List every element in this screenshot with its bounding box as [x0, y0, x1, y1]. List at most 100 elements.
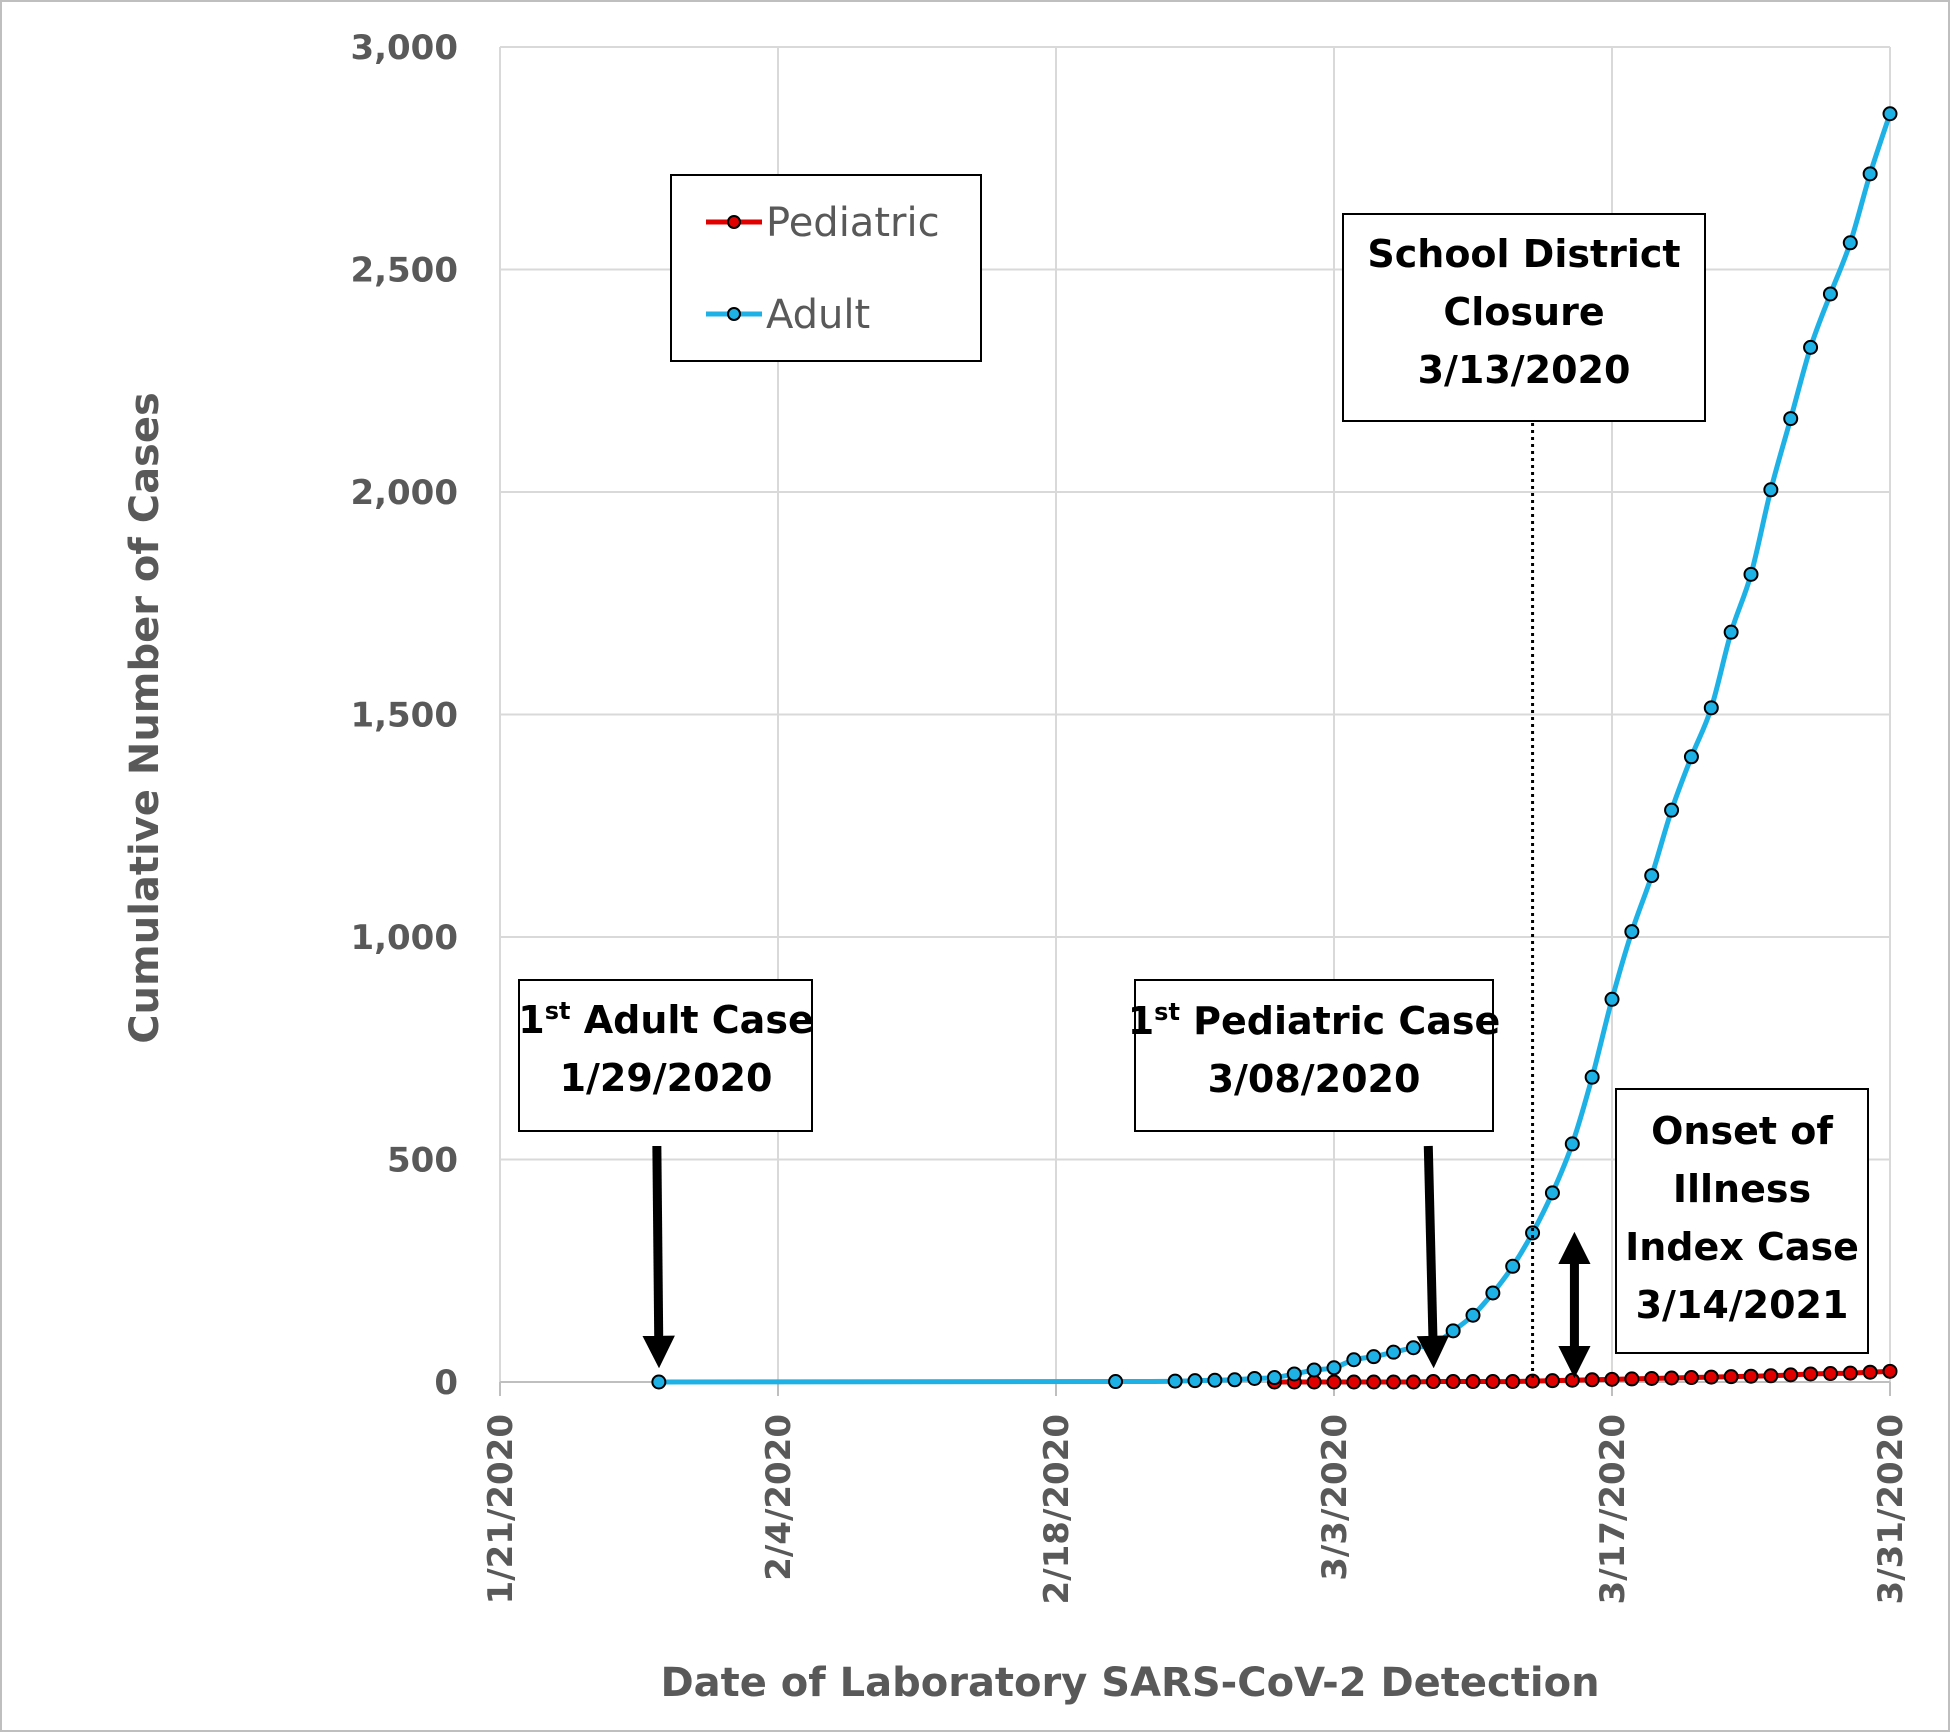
data-point-adult	[1544, 1185, 1560, 1201]
legend: Pediatric Adult	[670, 174, 982, 362]
data-point-pediatric	[1783, 1367, 1799, 1383]
data-point-adult	[1247, 1370, 1263, 1386]
y-tick-label: 1,500	[350, 696, 458, 736]
data-point-adult	[1405, 1340, 1421, 1356]
data-point-adult	[1465, 1307, 1481, 1323]
data-point-pediatric	[1465, 1374, 1481, 1390]
annotation-date: 3/08/2020	[1208, 1057, 1421, 1101]
data-point-pediatric	[1505, 1374, 1521, 1390]
data-point-adult	[1286, 1366, 1302, 1382]
x-axis-title: Date of Laboratory SARS-CoV-2 Detection	[660, 1660, 1599, 1706]
data-point-adult	[1743, 566, 1759, 582]
arrow-down-icon	[1416, 1145, 1450, 1369]
annotation-ordinal: 1	[1128, 999, 1154, 1043]
annotation-box	[1342, 213, 1706, 422]
data-point-adult	[1266, 1370, 1282, 1386]
series-pediatric	[1266, 1363, 1898, 1390]
data-point-pediatric	[1564, 1372, 1580, 1388]
annotation-ordinal-suffix: st	[545, 997, 571, 1025]
data-point-pediatric	[1544, 1373, 1560, 1389]
annotation-ordinal: 1	[518, 998, 544, 1042]
data-point-adult	[1564, 1136, 1580, 1152]
data-point-adult	[1346, 1352, 1362, 1368]
annotation-first-adult-case: 1st Adult Case 1/29/2020	[518, 979, 814, 1369]
annotation-line: Illness	[1673, 1167, 1811, 1211]
data-point-pediatric	[1723, 1369, 1739, 1385]
data-point-adult	[651, 1374, 667, 1390]
data-point-pediatric	[1445, 1374, 1461, 1390]
data-point-pediatric	[1346, 1374, 1362, 1390]
data-point-adult	[1584, 1069, 1600, 1085]
data-point-adult	[1306, 1362, 1322, 1378]
y-tick-label: 0	[434, 1363, 458, 1403]
data-point-pediatric	[1366, 1374, 1382, 1390]
data-point-adult	[1167, 1373, 1183, 1389]
data-point-adult	[1882, 106, 1898, 122]
annotation-first-pediatric-case: 1st Pediatric Case 3/08/2020	[1128, 979, 1501, 1369]
annotation-onset-index-case: Onset of Illness Index Case 3/14/2021	[1558, 1088, 1869, 1379]
data-point-pediatric	[1862, 1364, 1878, 1380]
annotation-title: 1st Pediatric Case	[1128, 998, 1501, 1043]
data-point-adult	[1763, 482, 1779, 498]
data-point-pediatric	[1386, 1374, 1402, 1390]
data-point-pediatric	[1743, 1368, 1759, 1384]
data-point-adult	[1862, 166, 1878, 182]
data-point-pediatric	[1882, 1363, 1898, 1379]
x-tick-label: 2/18/2020	[1037, 1414, 1077, 1604]
x-tick-label: 3/31/2020	[1871, 1414, 1911, 1604]
data-point-pediatric	[1644, 1370, 1660, 1386]
data-point-adult	[1664, 802, 1680, 818]
y-tick-label: 2,500	[350, 251, 458, 291]
series-layer	[651, 106, 1898, 1390]
y-axis-ticks: 0 500 1,000 1,500 2,000 2,500 3,000	[350, 28, 458, 1403]
annotation-line: School District	[1367, 232, 1680, 276]
data-point-pediatric	[1703, 1369, 1719, 1385]
x-tick-label: 3/3/2020	[1315, 1414, 1355, 1581]
annotation-date: 1/29/2020	[560, 1056, 773, 1100]
data-point-adult	[1723, 624, 1739, 640]
data-point-pediatric	[1485, 1374, 1501, 1390]
legend-marker-adult	[727, 307, 741, 321]
legend-marker-pediatric	[727, 215, 741, 229]
data-point-pediatric	[1664, 1370, 1680, 1386]
y-tick-label: 500	[387, 1141, 458, 1181]
annotation-title-text: Pediatric Case	[1180, 999, 1500, 1043]
data-point-pediatric	[1624, 1371, 1640, 1387]
y-axis-title: Cumulative Number of Cases	[122, 392, 168, 1044]
data-point-adult	[1386, 1344, 1402, 1360]
data-point-adult	[1803, 339, 1819, 355]
arrow-down-icon	[642, 1145, 675, 1369]
y-tick-label: 1,000	[350, 918, 458, 958]
data-point-adult	[1505, 1258, 1521, 1274]
data-point-pediatric	[1405, 1374, 1421, 1390]
x-tick-label: 3/17/2020	[1593, 1414, 1633, 1604]
data-point-adult	[1485, 1285, 1501, 1301]
data-point-adult	[1108, 1374, 1124, 1390]
data-point-pediatric	[1683, 1370, 1699, 1386]
data-point-pediatric	[1604, 1371, 1620, 1387]
data-point-adult	[1326, 1360, 1342, 1376]
data-point-adult	[1366, 1349, 1382, 1365]
x-axis-ticks: 1/21/2020 2/4/2020 2/18/2020 3/3/2020 3/17/2…	[481, 1382, 1911, 1604]
data-point-pediatric	[1525, 1373, 1541, 1389]
data-point-adult	[1683, 749, 1699, 765]
annotation-line: Onset of	[1651, 1109, 1833, 1153]
annotation-box	[1134, 979, 1494, 1132]
data-point-pediatric	[1803, 1366, 1819, 1382]
y-tick-label: 2,000	[350, 473, 458, 513]
data-point-adult	[1644, 868, 1660, 884]
annotation-line: 3/13/2020	[1418, 348, 1631, 392]
data-point-adult	[1525, 1225, 1541, 1241]
legend-label-adult: Adult	[766, 292, 870, 338]
annotation-box	[1615, 1088, 1869, 1354]
x-tick-label: 1/21/2020	[481, 1414, 521, 1604]
annotation-title: 1st Adult Case	[518, 997, 813, 1042]
data-point-adult	[1822, 286, 1838, 302]
data-point-adult	[1604, 991, 1620, 1007]
annotation-title-text: Adult Case	[570, 998, 813, 1042]
data-point-adult	[1703, 700, 1719, 716]
data-point-pediatric	[1842, 1365, 1858, 1381]
data-point-pediatric	[1763, 1368, 1779, 1384]
